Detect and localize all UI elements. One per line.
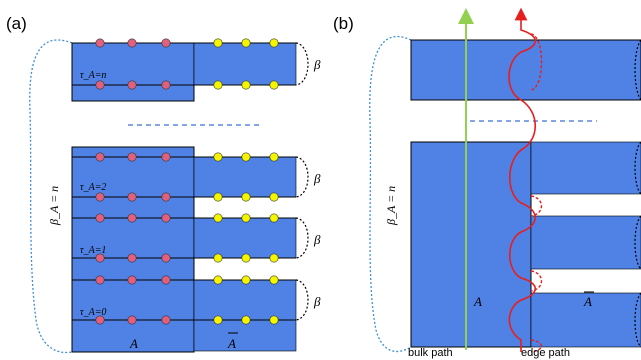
site-a	[95, 275, 105, 285]
region-abar-label-b: A	[583, 294, 592, 309]
site-abar	[241, 275, 251, 285]
region-abar-label: A	[227, 336, 236, 351]
tau-n-label: τ_A=n	[80, 70, 106, 81]
site-abar	[269, 38, 279, 48]
edge-path-label: edge path	[521, 347, 570, 359]
abar-slab-b-top	[530, 141, 641, 195]
site-a	[161, 253, 171, 263]
site-a	[127, 213, 137, 223]
beta-label-4: β	[313, 294, 321, 309]
site-abar	[269, 152, 279, 162]
beta-brackets-b	[634, 39, 641, 348]
site-a	[95, 315, 105, 325]
site-a	[95, 38, 105, 48]
site-abar	[241, 253, 251, 263]
abar-slab-b-mid	[530, 215, 641, 270]
site-a	[127, 192, 137, 202]
lattice-lines	[72, 156, 296, 321]
site-a	[95, 213, 105, 223]
site-a	[127, 253, 137, 263]
site-abar	[213, 315, 223, 325]
site-abar	[269, 315, 279, 325]
site-a	[161, 315, 171, 325]
site-a	[127, 80, 137, 90]
site-a	[161, 213, 171, 223]
panel-b: (b) β_A = n A	[333, 7, 641, 359]
site-abar	[213, 275, 223, 285]
lower-a-region-b	[410, 141, 532, 348]
site-abar	[213, 152, 223, 162]
site-abar	[213, 38, 223, 48]
tau-2-label: τ_A=2	[80, 182, 106, 193]
beta-a-loop	[29, 39, 73, 354]
site-a	[95, 192, 105, 202]
site-a	[161, 275, 171, 285]
tau-1-label: τ_A=1	[80, 245, 106, 256]
site-a	[127, 152, 137, 162]
region-a-label-b: A	[473, 294, 482, 309]
site-abar	[213, 80, 223, 90]
abar-slab-mid	[193, 217, 297, 259]
site-a	[95, 253, 105, 263]
region-a-label: A	[129, 336, 138, 351]
bulk-path-label: bulk path	[408, 347, 453, 359]
site-a	[95, 80, 105, 90]
site-a	[161, 192, 171, 202]
site-a	[95, 152, 105, 162]
top-slab	[71, 42, 297, 102]
top-slab-b	[410, 39, 641, 101]
site-abar	[241, 213, 251, 223]
beta-a-loop-b	[369, 35, 412, 353]
site-abar	[241, 192, 251, 202]
site-a	[127, 315, 137, 325]
site-abar	[241, 38, 251, 48]
edge-path-arrow	[508, 7, 537, 352]
panel-b-label: (b)	[333, 14, 354, 33]
site-abar	[269, 275, 279, 285]
site-abar	[269, 80, 279, 90]
beta-label-1: β	[313, 57, 321, 72]
site-a	[161, 152, 171, 162]
beta-a-label-b: β_A = n	[384, 186, 398, 226]
site-abar	[213, 192, 223, 202]
site-abar	[269, 213, 279, 223]
beta-label-2: β	[313, 171, 321, 186]
site-abar	[241, 80, 251, 90]
site-a	[127, 275, 137, 285]
abar-slab-top	[193, 156, 297, 198]
lattice-sites	[95, 38, 279, 325]
site-abar	[213, 213, 223, 223]
site-abar	[213, 253, 223, 263]
site-abar	[269, 253, 279, 263]
beta-brackets	[295, 42, 309, 321]
site-abar	[269, 192, 279, 202]
edge-path-brackets	[530, 33, 543, 353]
tau-0-label: τ_A=0	[80, 307, 106, 318]
beta-label-3: β	[313, 232, 321, 247]
site-a	[161, 80, 171, 90]
site-abar	[241, 315, 251, 325]
abar-slab-b-bot	[530, 292, 641, 348]
beta-a-label: β_A = n	[47, 186, 61, 226]
panel-a: (a) β_A = n τ_A=n τ_A=2 τ_A	[6, 14, 321, 354]
site-a	[161, 38, 171, 48]
abar-slab-bot	[193, 279, 297, 352]
site-a	[127, 38, 137, 48]
panel-a-label: (a)	[6, 14, 27, 33]
site-abar	[241, 152, 251, 162]
